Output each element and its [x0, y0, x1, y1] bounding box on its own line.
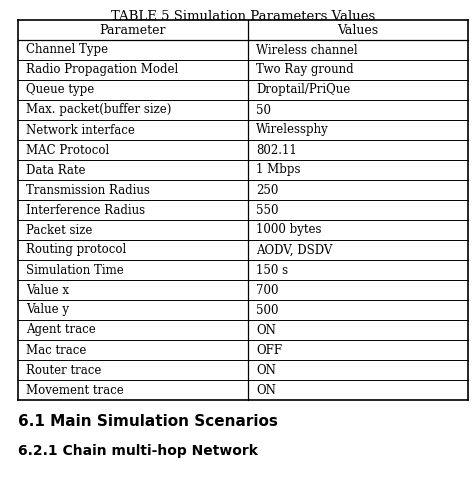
Text: AODV, DSDV: AODV, DSDV [256, 244, 332, 256]
Text: Transmission Radius: Transmission Radius [26, 184, 150, 196]
Text: 700: 700 [256, 283, 279, 297]
Text: 150 s: 150 s [256, 264, 288, 277]
Text: 1000 bytes: 1000 bytes [256, 223, 321, 237]
Text: Network interface: Network interface [26, 123, 135, 136]
Text: Radio Propagation Model: Radio Propagation Model [26, 63, 178, 76]
Text: OFF: OFF [256, 343, 282, 357]
Text: ON: ON [256, 383, 276, 397]
Text: Router trace: Router trace [26, 364, 101, 376]
Text: Channel Type: Channel Type [26, 43, 108, 57]
Text: Movement trace: Movement trace [26, 383, 124, 397]
Text: Routing protocol: Routing protocol [26, 244, 126, 256]
Text: Simulation Time: Simulation Time [26, 264, 124, 277]
Text: 50: 50 [256, 103, 271, 117]
Text: ON: ON [256, 364, 276, 376]
Text: Packet size: Packet size [26, 223, 92, 237]
Text: 802.11: 802.11 [256, 144, 297, 156]
Text: ON: ON [256, 324, 276, 337]
Text: 6.2.1 Chain multi-hop Network: 6.2.1 Chain multi-hop Network [18, 444, 258, 458]
Text: Queue type: Queue type [26, 84, 94, 96]
Text: Data Rate: Data Rate [26, 163, 85, 177]
Text: 1 Mbps: 1 Mbps [256, 163, 301, 177]
Text: 550: 550 [256, 204, 279, 216]
Text: Interference Radius: Interference Radius [26, 204, 145, 216]
Text: 250: 250 [256, 184, 278, 196]
Text: 6.1 Main Simulation Scenarios: 6.1 Main Simulation Scenarios [18, 414, 278, 429]
Text: TABLE 5 Simulation Parameters Values: TABLE 5 Simulation Parameters Values [111, 10, 375, 23]
Text: MAC Protocol: MAC Protocol [26, 144, 109, 156]
Text: Two Ray ground: Two Ray ground [256, 63, 354, 76]
Text: Value y: Value y [26, 304, 69, 316]
Text: Wireless channel: Wireless channel [256, 43, 357, 57]
Text: Parameter: Parameter [100, 24, 166, 36]
Text: Values: Values [337, 24, 379, 36]
Text: Value x: Value x [26, 283, 69, 297]
Text: Wirelessphy: Wirelessphy [256, 123, 329, 136]
Text: 500: 500 [256, 304, 279, 316]
Text: Max. packet(buffer size): Max. packet(buffer size) [26, 103, 172, 117]
Text: Droptail/PriQue: Droptail/PriQue [256, 84, 350, 96]
Text: Mac trace: Mac trace [26, 343, 86, 357]
Text: Agent trace: Agent trace [26, 324, 96, 337]
